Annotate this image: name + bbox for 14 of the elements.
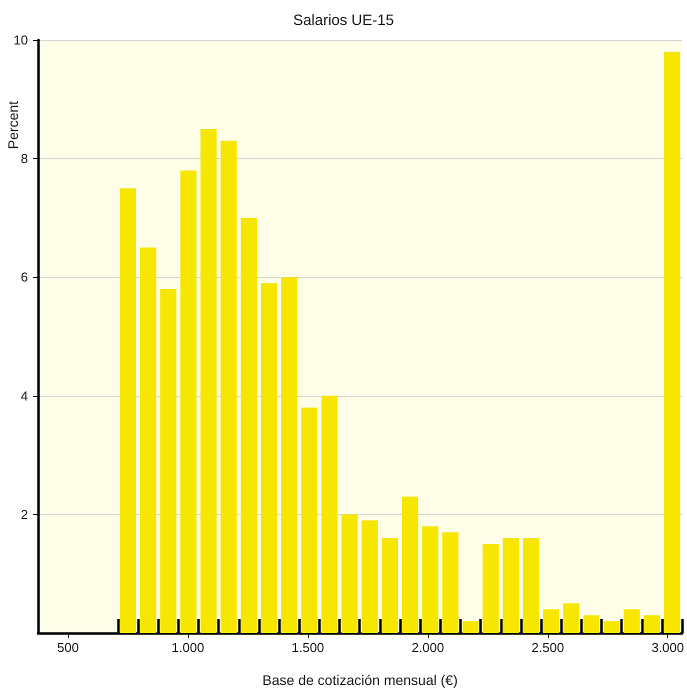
y-tick-label: 10: [14, 32, 28, 48]
chart-title: Salarios UE-15: [293, 12, 394, 29]
y-tick-label: 2: [20, 506, 28, 522]
y-tick-label: 6: [20, 270, 28, 285]
y-tick-label: 8: [20, 151, 28, 166]
x-tick-label: 1.500: [292, 640, 324, 655]
x-tick-label: 2.000: [412, 640, 444, 655]
x-axis-title: Base de cotización mensual (€): [262, 672, 458, 688]
x-tick-label: 2.500: [532, 640, 564, 655]
y-tick-label: 4: [20, 388, 28, 404]
y-axis-title: Percent: [5, 100, 21, 150]
x-tick-label: 3.000: [651, 640, 684, 655]
x-tick-label: 500: [57, 640, 79, 655]
x-tick-label: 1.000: [172, 640, 204, 655]
